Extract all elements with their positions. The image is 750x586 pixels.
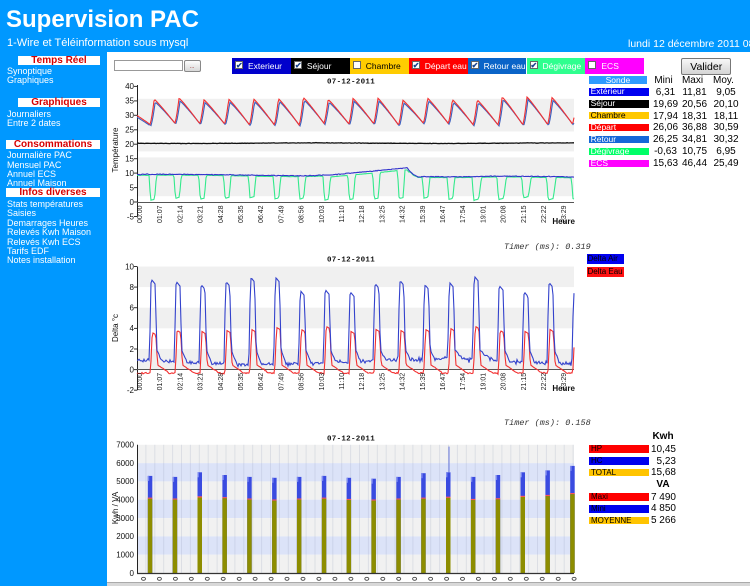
svg-text:07:49: 07:49 [278,205,285,223]
svg-text:07:49: 07:49 [278,373,285,391]
svg-text:04:28: 04:28 [218,373,225,391]
svg-text:23:29: 23:29 [561,205,568,223]
svg-text:07-12-2011: 07-12-2011 [327,257,375,265]
svg-text:10: 10 [125,262,134,271]
svg-text:12:18: 12:18 [359,373,366,391]
svg-text:40: 40 [125,82,134,91]
svg-text:19:01: 19:01 [480,373,487,391]
svg-text:0: 0 [130,569,135,578]
svg-text:Heure: Heure [552,217,575,226]
svg-text:16:47: 16:47 [440,205,447,223]
svg-text:15:39: 15:39 [420,373,427,391]
svg-text:8: 8 [130,283,135,292]
svg-text:5000: 5000 [116,477,134,486]
svg-text:12:18: 12:18 [359,205,366,223]
svg-text:4000: 4000 [116,496,134,505]
svg-text:00:00: 00:00 [137,205,144,223]
svg-text:16:47: 16:47 [440,373,447,391]
svg-text:05:35: 05:35 [238,205,245,223]
svg-text:05:35: 05:35 [238,373,245,391]
svg-text:35: 35 [125,97,134,106]
svg-text:3000: 3000 [116,514,134,523]
svg-text:19:01: 19:01 [480,205,487,223]
svg-text:17:54: 17:54 [460,205,467,223]
svg-text:15:39: 15:39 [420,205,427,223]
svg-text:-2: -2 [127,386,135,395]
svg-text:15: 15 [125,155,134,164]
svg-text:0: 0 [130,365,135,374]
svg-text:Kwh / VA: Kwh / VA [111,491,120,524]
svg-text:5: 5 [130,183,135,192]
svg-text:30: 30 [125,111,134,120]
svg-text:2: 2 [130,345,135,354]
svg-text:02:14: 02:14 [177,205,184,223]
svg-text:20:08: 20:08 [501,205,508,223]
svg-text:6: 6 [130,304,135,313]
svg-text:21:15: 21:15 [521,373,528,391]
svg-text:06:42: 06:42 [258,373,265,391]
svg-text:21:15: 21:15 [521,205,528,223]
svg-text:20: 20 [125,140,134,149]
svg-text:01:07: 01:07 [157,205,164,223]
svg-text:03:21: 03:21 [198,205,205,223]
svg-text:6000: 6000 [116,459,134,468]
svg-text:Delta °c: Delta °c [111,314,120,342]
svg-text:10:03: 10:03 [319,205,326,223]
svg-text:07-12-2011: 07-12-2011 [327,79,375,87]
svg-text:13:25: 13:25 [379,373,386,391]
svg-text:10:03: 10:03 [319,373,326,391]
svg-text:22:22: 22:22 [541,205,548,223]
svg-text:20:08: 20:08 [501,373,508,391]
svg-text:Température: Température [111,127,120,172]
svg-text:2000: 2000 [116,532,134,541]
svg-text:14:32: 14:32 [400,373,407,391]
svg-text:-5: -5 [127,212,135,221]
svg-text:00:00: 00:00 [137,373,144,391]
svg-text:07-12-2011: 07-12-2011 [327,436,375,444]
svg-text:25: 25 [125,126,134,135]
svg-text:4: 4 [130,324,135,333]
svg-text:1000: 1000 [116,551,134,560]
svg-text:02:14: 02:14 [177,373,184,391]
svg-text:13:25: 13:25 [379,205,386,223]
svg-text:11:10: 11:10 [339,205,346,222]
svg-text:11:10: 11:10 [339,373,346,390]
svg-text:23:29: 23:29 [561,373,568,391]
svg-text:7000: 7000 [116,441,134,450]
svg-text:08:56: 08:56 [299,373,306,391]
svg-text:06:42: 06:42 [258,205,265,223]
svg-text:Heure: Heure [552,384,575,393]
svg-text:22:22: 22:22 [541,373,548,391]
svg-text:04:28: 04:28 [218,205,225,223]
svg-text:08:56: 08:56 [299,205,306,223]
svg-text:10: 10 [125,169,134,178]
svg-text:17:54: 17:54 [460,373,467,391]
svg-text:14:32: 14:32 [400,205,407,223]
svg-text:01:07: 01:07 [157,373,164,391]
svg-text:0: 0 [130,198,135,207]
svg-text:03:21: 03:21 [198,373,205,391]
